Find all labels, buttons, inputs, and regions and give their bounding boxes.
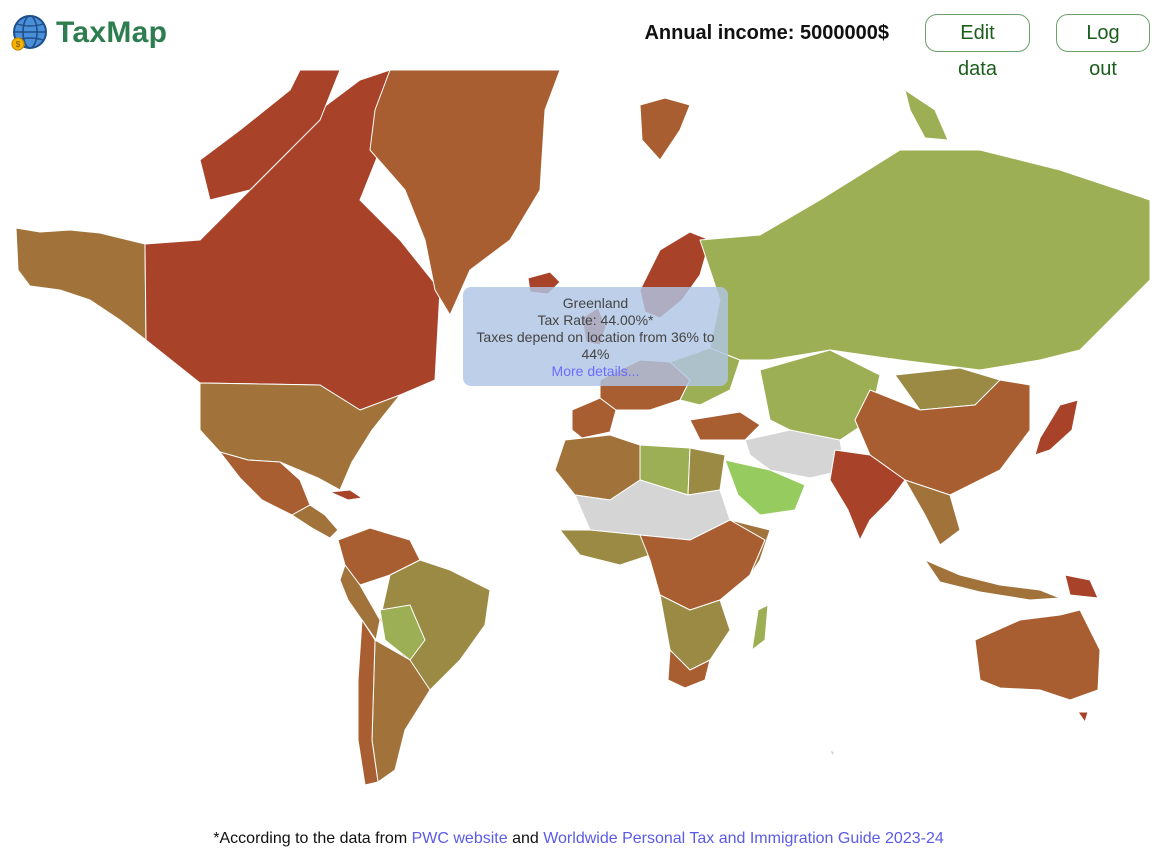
country-west-africa[interactable] — [559, 529, 651, 566]
tooltip-range: Taxes depend on location from 36% to 44% — [476, 329, 715, 362]
app-title: TaxMap — [56, 16, 168, 49]
app-header: $ TaxMap Annual income: 5000000$ Edit da… — [0, 0, 1157, 80]
footer-note: *According to the data from PWC website … — [0, 830, 1157, 848]
country-india[interactable] — [829, 449, 906, 541]
country-indonesia[interactable] — [924, 559, 1061, 601]
country-saudi-arabia[interactable] — [724, 459, 806, 516]
country-turkey[interactable] — [689, 411, 761, 441]
footer-prefix: *According to the data from — [213, 830, 412, 847]
country-central-america[interactable] — [291, 504, 339, 539]
edit-data-button[interactable]: Edit data — [925, 14, 1030, 80]
country-papua[interactable] — [1064, 574, 1099, 599]
country-east-africa[interactable] — [729, 519, 771, 576]
globe-icon: $ — [11, 15, 47, 51]
country-alaska[interactable] — [15, 227, 147, 341]
world-tax-map — [15, 69, 1151, 786]
country-cuba[interactable] — [329, 489, 363, 501]
pwc-website-link[interactable]: PWC website — [411, 830, 508, 847]
country-russia[interactable] — [699, 149, 1151, 371]
country-chile[interactable] — [357, 619, 379, 786]
logo[interactable]: $ TaxMap — [10, 14, 167, 52]
country-canada-islands[interactable] — [199, 69, 341, 201]
svg-text:$: $ — [16, 40, 21, 49]
tooltip-country: Greenland — [562, 295, 629, 311]
country-tasmania[interactable] — [1077, 711, 1089, 723]
country-paraguay[interactable] — [379, 604, 426, 661]
country-novaya-zemlya[interactable] — [904, 89, 949, 141]
country-kazakhstan[interactable] — [759, 349, 881, 441]
tooltip-rate: Tax Rate: 44.00%* — [537, 312, 654, 328]
country-japan[interactable] — [1034, 399, 1079, 456]
country-south-africa[interactable] — [667, 649, 711, 689]
country-southeast-asia[interactable] — [904, 479, 961, 546]
annual-income: Annual income: 5000000$ — [644, 22, 889, 44]
country-new-zealand[interactable] — [829, 749, 836, 757]
footer-middle: and — [507, 830, 544, 847]
country-greenland[interactable] — [369, 69, 561, 316]
country-australia[interactable] — [974, 609, 1101, 701]
more-details-link[interactable]: More details... — [551, 363, 640, 379]
country-egypt[interactable] — [687, 447, 726, 496]
country-svalbard[interactable] — [639, 97, 691, 161]
country-china[interactable] — [854, 379, 1031, 496]
country-middle-east[interactable] — [744, 429, 846, 479]
country-madagascar[interactable] — [751, 604, 769, 651]
country-central-africa[interactable] — [639, 519, 766, 611]
log-out-button[interactable]: Log out — [1056, 14, 1150, 80]
country-tooltip: Greenland Tax Rate: 44.00%* Taxes depend… — [463, 287, 728, 386]
tax-guide-link[interactable]: Worldwide Personal Tax and Immigration G… — [543, 830, 944, 847]
